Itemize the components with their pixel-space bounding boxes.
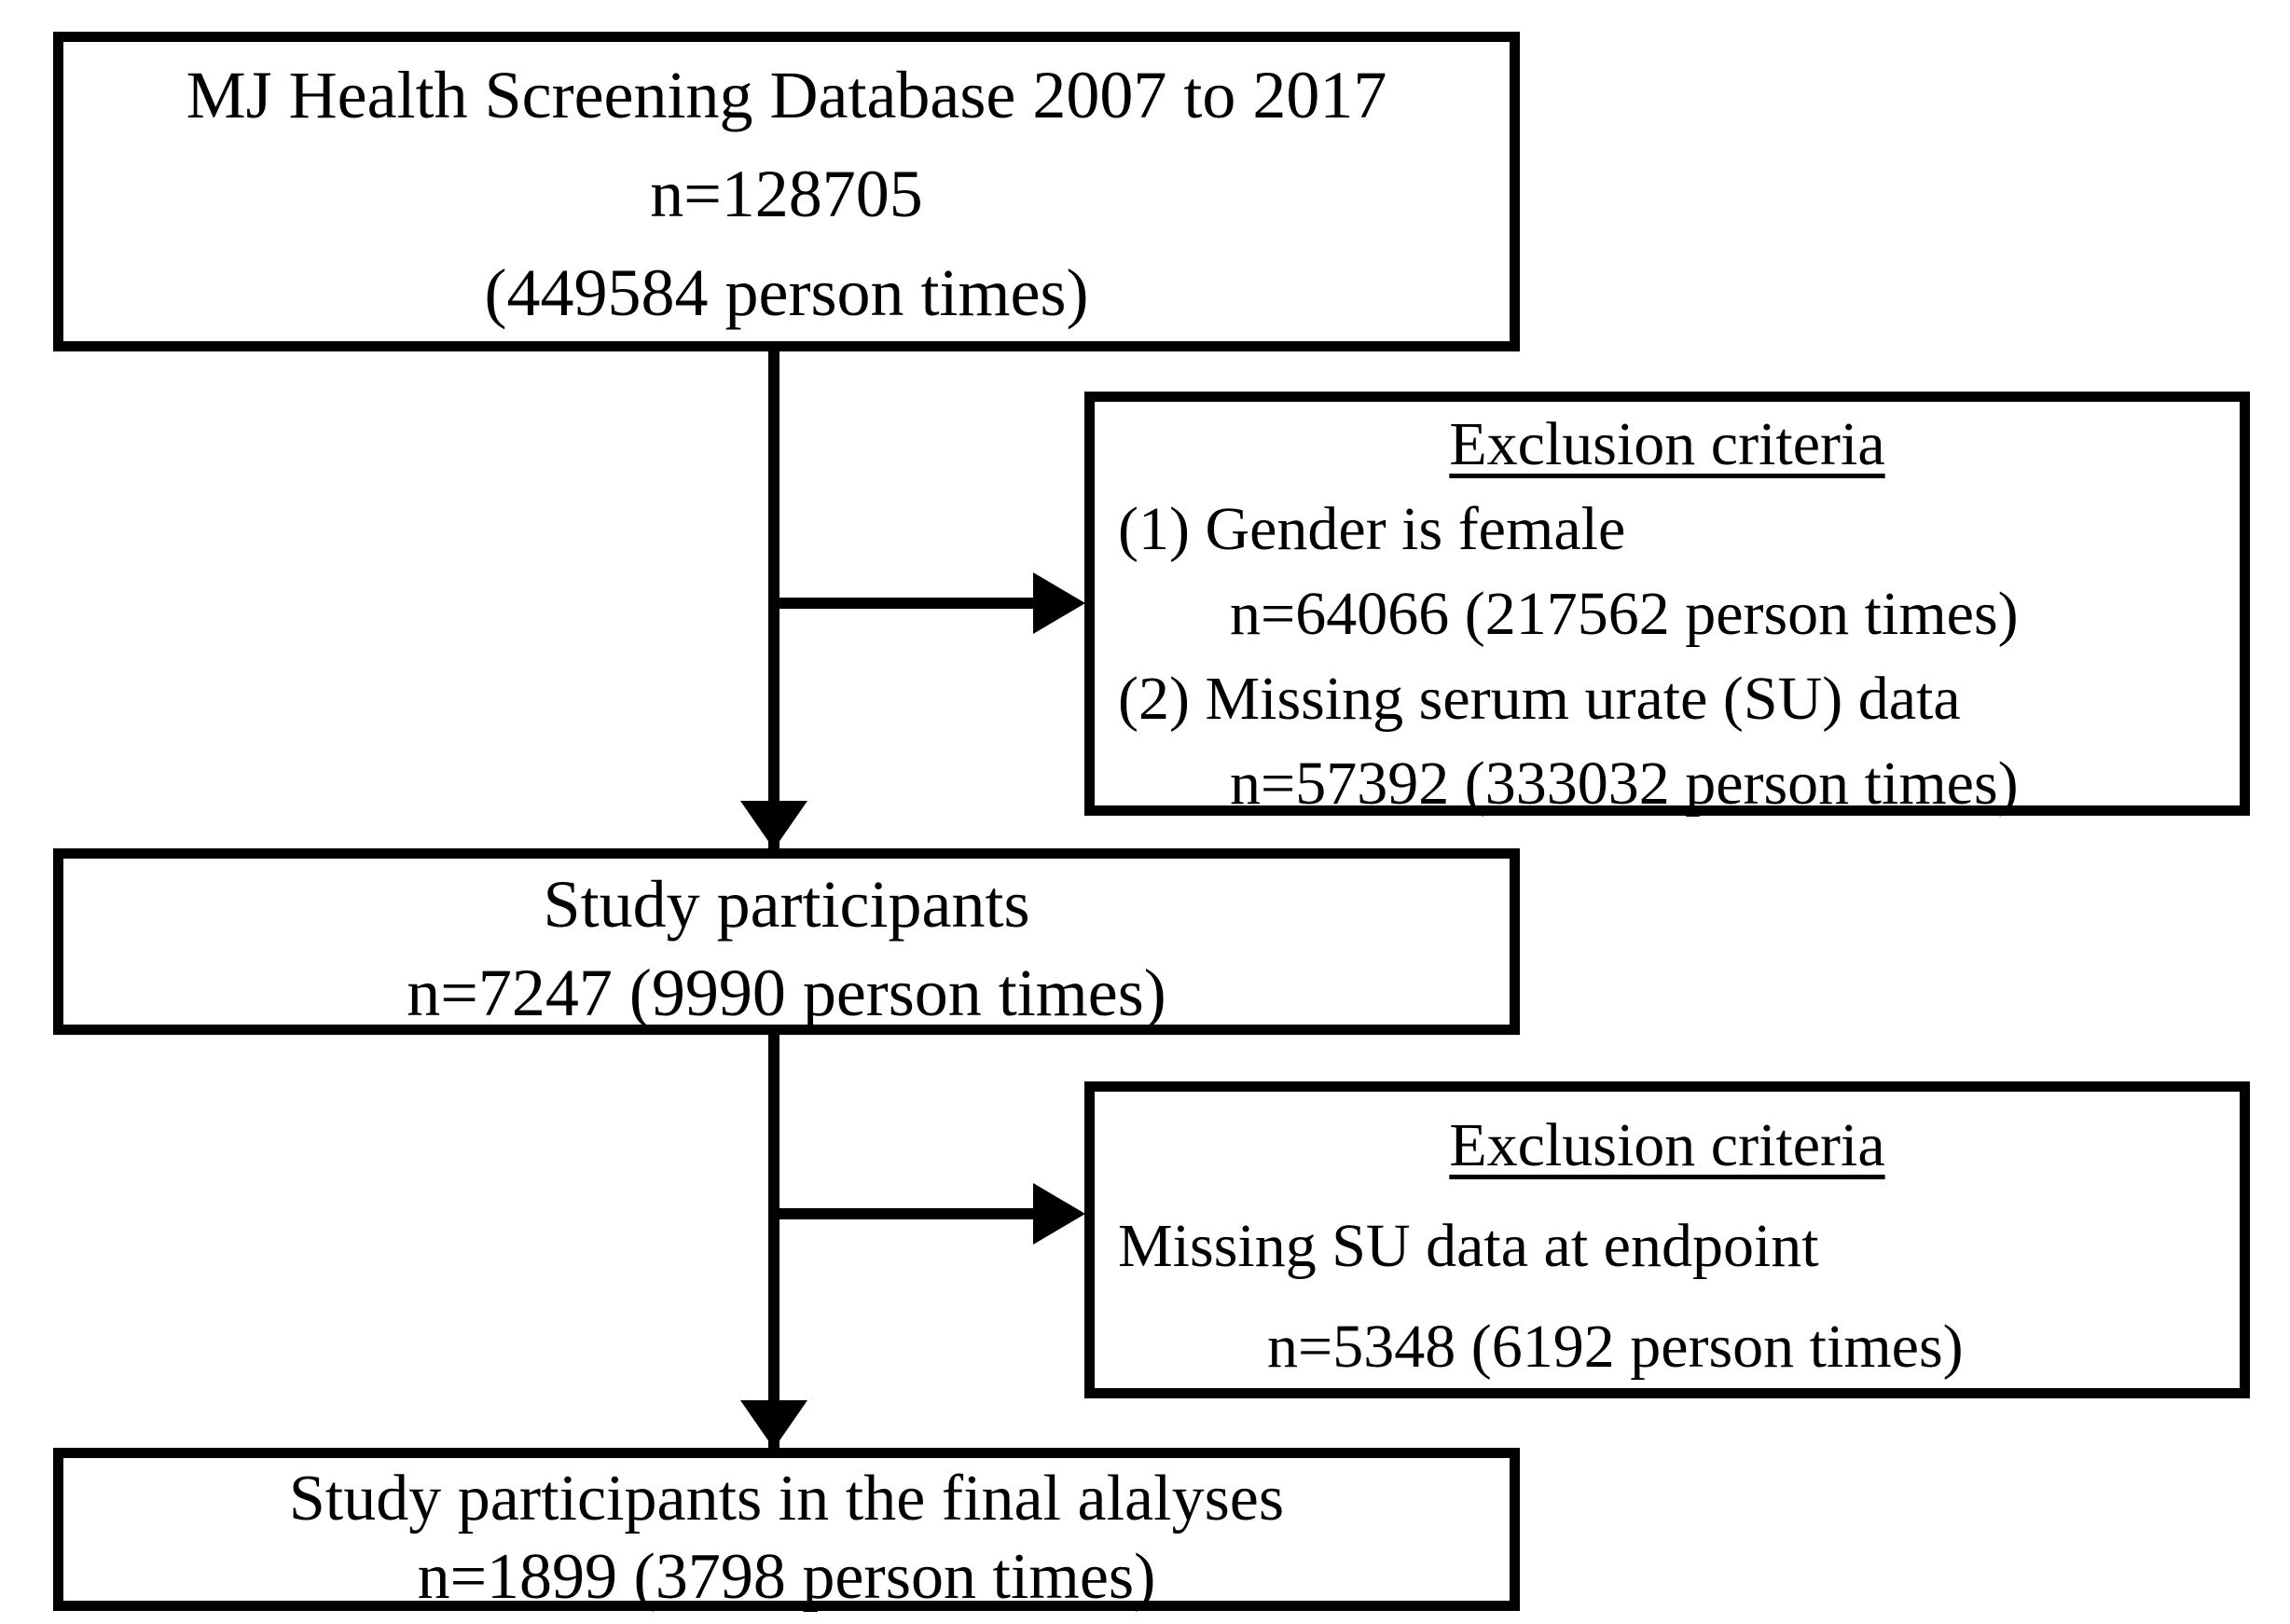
- arrow-right-icon: [1033, 572, 1085, 634]
- source-person-times: (449584 person times): [484, 255, 1089, 330]
- box-final-analyses: Study participants in the final alalyses…: [53, 1448, 1520, 1613]
- box-exclusion-criteria-2: Exclusion criteria Missing SU data at en…: [1084, 1081, 2250, 1398]
- exclusion2-title: Exclusion criteria: [1118, 1095, 2216, 1196]
- final-title: Study participants in the final alalyses: [288, 1463, 1285, 1535]
- arrow-down-icon: [740, 1400, 807, 1449]
- participants-title: Study participants: [543, 867, 1030, 942]
- box-study-participants: Study participants n=7247 (9990 person t…: [53, 848, 1520, 1035]
- participants-n: n=7247 (9990 person times): [407, 956, 1166, 1030]
- arrow-down-icon: [740, 801, 807, 849]
- exclusion2-title-text: Exclusion criteria: [1449, 1111, 1885, 1179]
- source-n: n=128705: [650, 157, 923, 231]
- exclusion1-item1: (1) Gender is female: [1118, 495, 1626, 563]
- box-exclusion-criteria-1: Exclusion criteria (1) Gender is female …: [1084, 392, 2250, 818]
- exclusion1-item2-n: n=57392 (333032 person times): [1230, 750, 2019, 818]
- connector-branch-2: [768, 1208, 1041, 1219]
- connector-branch-1: [768, 598, 1041, 609]
- box-source-database: MJ Health Screening Database 2007 to 201…: [53, 32, 1520, 351]
- connector-vertical-2: [768, 1035, 779, 1448]
- final-n: n=1899 (3798 person times): [417, 1541, 1156, 1613]
- exclusion1-item1-n: n=64066 (217562 person times): [1230, 580, 2019, 648]
- exclusion2-item1: Missing SU data at endpoint: [1118, 1212, 1819, 1280]
- exclusion1-item2: (2) Missing serum urate (SU) data: [1118, 665, 1961, 733]
- source-title: MJ Health Screening Database 2007 to 201…: [186, 58, 1387, 132]
- arrow-right-icon: [1033, 1183, 1085, 1245]
- exclusion2-item1-n: n=5348 (6192 person times): [1267, 1313, 1964, 1381]
- exclusion1-title: Exclusion criteria: [1118, 402, 2216, 487]
- exclusion1-title-text: Exclusion criteria: [1449, 410, 1885, 478]
